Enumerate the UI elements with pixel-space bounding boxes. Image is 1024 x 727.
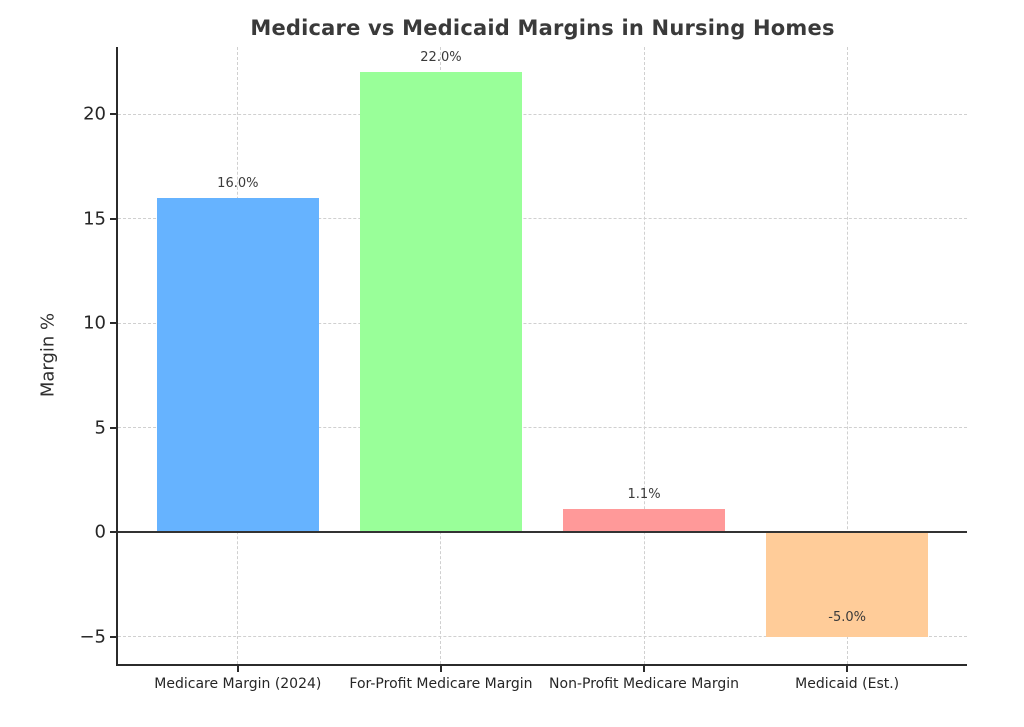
- x-tick-label: Medicaid (Est.): [795, 676, 900, 692]
- y-tick-label: 0: [94, 521, 106, 543]
- y-tick-label: −5: [79, 626, 106, 648]
- bar-value-label: 16.0%: [217, 175, 259, 191]
- bar-value-label: 22.0%: [420, 50, 462, 66]
- bar: [765, 532, 929, 637]
- bar-value-label: 1.1%: [627, 487, 661, 503]
- zero-line: [118, 531, 967, 534]
- x-gridline: [643, 47, 645, 664]
- bar-value-label: -5.0%: [828, 609, 867, 625]
- y-tick-mark: [110, 113, 118, 116]
- x-gridline: [846, 47, 848, 664]
- x-tick-label: Non-Profit Medicare Margin: [549, 676, 740, 692]
- bar: [359, 72, 523, 533]
- x-tick-mark: [439, 664, 442, 672]
- y-tick-mark: [110, 217, 118, 220]
- x-tick-label: For-Profit Medicare Margin: [349, 676, 533, 692]
- y-tick-label: 10: [83, 312, 106, 334]
- y-gridline: [118, 113, 967, 115]
- plot-area: −5 0 5 10 15 20 Medicare Margin (2024) For-Prof…: [79, 47, 967, 692]
- chart-title: Medicare vs Medicaid Margins in Nursing …: [250, 16, 835, 40]
- x-tick-mark: [236, 664, 239, 672]
- y-tick-mark: [110, 531, 118, 534]
- x-tick-mark: [846, 664, 849, 672]
- y-gridline: [118, 218, 967, 220]
- x-axis-spine: [116, 664, 967, 666]
- y-tick-label: 5: [94, 417, 106, 439]
- y-gridline: [118, 636, 967, 638]
- y-gridline: [118, 427, 967, 429]
- y-tick-mark: [110, 635, 118, 638]
- x-tick-label: Medicare Margin (2024): [154, 676, 322, 692]
- y-gridline: [118, 322, 967, 324]
- bar: [562, 509, 726, 533]
- x-tick-mark: [643, 664, 646, 672]
- bar: [156, 197, 320, 533]
- y-axis-spine: [116, 47, 118, 666]
- y-tick-mark: [110, 322, 118, 325]
- y-tick-label: 20: [83, 103, 106, 125]
- y-tick-label: 15: [83, 208, 106, 230]
- y-tick-mark: [110, 426, 118, 429]
